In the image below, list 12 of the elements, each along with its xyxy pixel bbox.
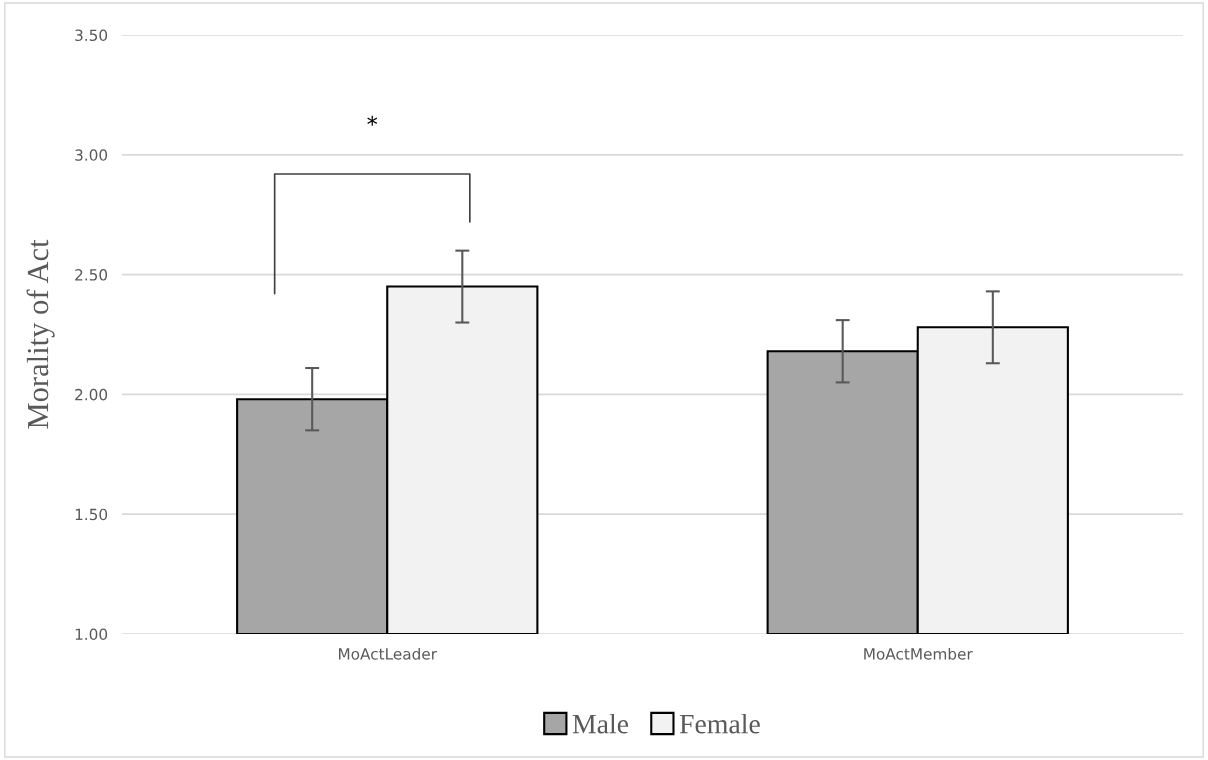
y-tick-label: 2.00 [75, 388, 108, 401]
y-tick-label: 3.00 [75, 149, 108, 161]
y-tick-label: 3.50 [75, 29, 108, 42]
legend-label: Female [679, 713, 760, 734]
legend-label: Male [572, 713, 629, 734]
y-tick-label: 1.00 [75, 628, 108, 641]
annotation: * [367, 115, 378, 126]
y-tick-label: 1.50 [75, 508, 108, 521]
y-axis-title: Morality of Act [26, 239, 55, 429]
y-tick-label: 2.50 [75, 269, 108, 281]
x-tick-label: MoActMember [864, 647, 973, 660]
x-tick-label: MoActLeader [339, 647, 437, 660]
